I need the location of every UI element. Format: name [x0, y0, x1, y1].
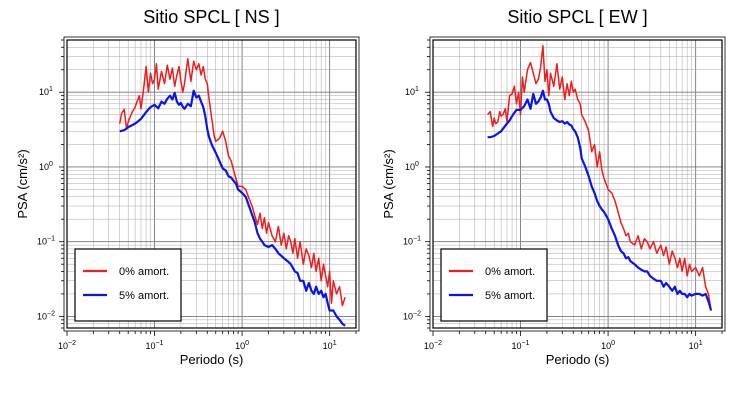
tick-marks	[425, 39, 723, 336]
legend-label-amort-5: 5% amort.	[119, 290, 169, 302]
y-tick-label: 10−1	[37, 236, 55, 247]
y-tick-label: 100	[39, 161, 53, 172]
y-tick-label-base: 10	[405, 87, 415, 97]
y-tick-label: 101	[405, 86, 419, 97]
y-tick-label: 10−2	[403, 310, 421, 321]
legend-box	[440, 248, 548, 322]
tick-marks	[59, 39, 357, 336]
y-tick-label: 101	[39, 86, 53, 97]
y-axis-label: PSA (cm/s²)	[381, 149, 396, 218]
y-tick-label-exp: −1	[413, 236, 421, 243]
chart-title: Sitio SPCL [ EW ]	[507, 7, 647, 27]
plot-frame-outer	[63, 36, 360, 332]
legend: 0% amort. 5% amort.	[440, 248, 548, 322]
x-tick-label-base: 10	[146, 341, 156, 351]
y-tick-label-base: 10	[403, 311, 413, 321]
series-line-amort-0	[487, 44, 712, 311]
x-tick-label-exp: −2	[434, 340, 442, 347]
y-tick-label-exp: 1	[49, 86, 53, 93]
series-line-amort-5	[487, 89, 713, 311]
x-tick-label: 100	[601, 340, 615, 351]
y-tick-label-base: 10	[39, 162, 49, 172]
y-tick-label-base: 10	[37, 311, 47, 321]
legend-label-amort-0: 0% amort.	[119, 266, 169, 278]
x-tick-label-exp: −1	[522, 340, 530, 347]
legend-label-amort-0: 0% amort.	[485, 266, 535, 278]
x-tick-label: 101	[689, 340, 703, 351]
plot-frame	[432, 39, 723, 329]
y-tick-label: 10−1	[403, 236, 421, 247]
y-tick-label-base: 10	[403, 237, 413, 247]
legend-box	[74, 248, 182, 322]
y-tick-label-exp: 0	[49, 161, 53, 168]
y-tick-label-base: 10	[37, 237, 47, 247]
x-tick-label-base: 10	[323, 341, 333, 351]
series-line-amort-5	[119, 89, 346, 327]
x-tick-label-base: 10	[601, 341, 611, 351]
x-axis-label: Periodo (s)	[546, 352, 610, 367]
y-tick-label-base: 10	[39, 87, 49, 97]
x-tick-label-base: 10	[512, 341, 522, 351]
x-tick-label-base: 10	[689, 341, 699, 351]
y-axis-label: PSA (cm/s²)	[15, 149, 30, 218]
x-tick-label: 10−2	[424, 340, 442, 351]
y-tick-label-base: 10	[405, 162, 415, 172]
legend: 0% amort. 5% amort.	[74, 248, 182, 322]
x-tick-label-exp: −1	[156, 340, 164, 347]
x-tick-label-base: 10	[58, 341, 68, 351]
x-tick-label: 10−1	[512, 340, 530, 351]
y-tick-label-exp: −2	[413, 310, 421, 317]
y-tick-label-exp: −1	[47, 236, 55, 243]
x-axis-label: Periodo (s)	[180, 352, 244, 367]
x-tick-label: 100	[235, 340, 249, 351]
x-tick-label-base: 10	[424, 341, 434, 351]
series-line-amort-0	[118, 58, 346, 307]
plot-frame	[66, 39, 357, 329]
x-tick-label-exp: 0	[245, 340, 249, 347]
y-tick-label: 10−2	[37, 310, 55, 321]
y-tick-label: 100	[405, 161, 419, 172]
x-tick-label-exp: 1	[333, 340, 337, 347]
x-tick-label-exp: 0	[611, 340, 615, 347]
x-tick-label: 101	[323, 340, 337, 351]
x-tick-label: 10−2	[58, 340, 76, 351]
x-tick-label: 10−1	[146, 340, 164, 351]
y-tick-label-exp: 1	[415, 86, 419, 93]
x-tick-label-exp: 1	[699, 340, 703, 347]
x-tick-label-base: 10	[235, 341, 245, 351]
y-tick-label-exp: 0	[415, 161, 419, 168]
chart-title: Sitio SPCL [ NS ]	[143, 7, 279, 27]
y-tick-label-exp: −2	[47, 310, 55, 317]
plot-frame-outer	[429, 36, 726, 332]
legend-label-amort-5: 5% amort.	[485, 290, 535, 302]
x-tick-label-exp: −2	[68, 340, 76, 347]
